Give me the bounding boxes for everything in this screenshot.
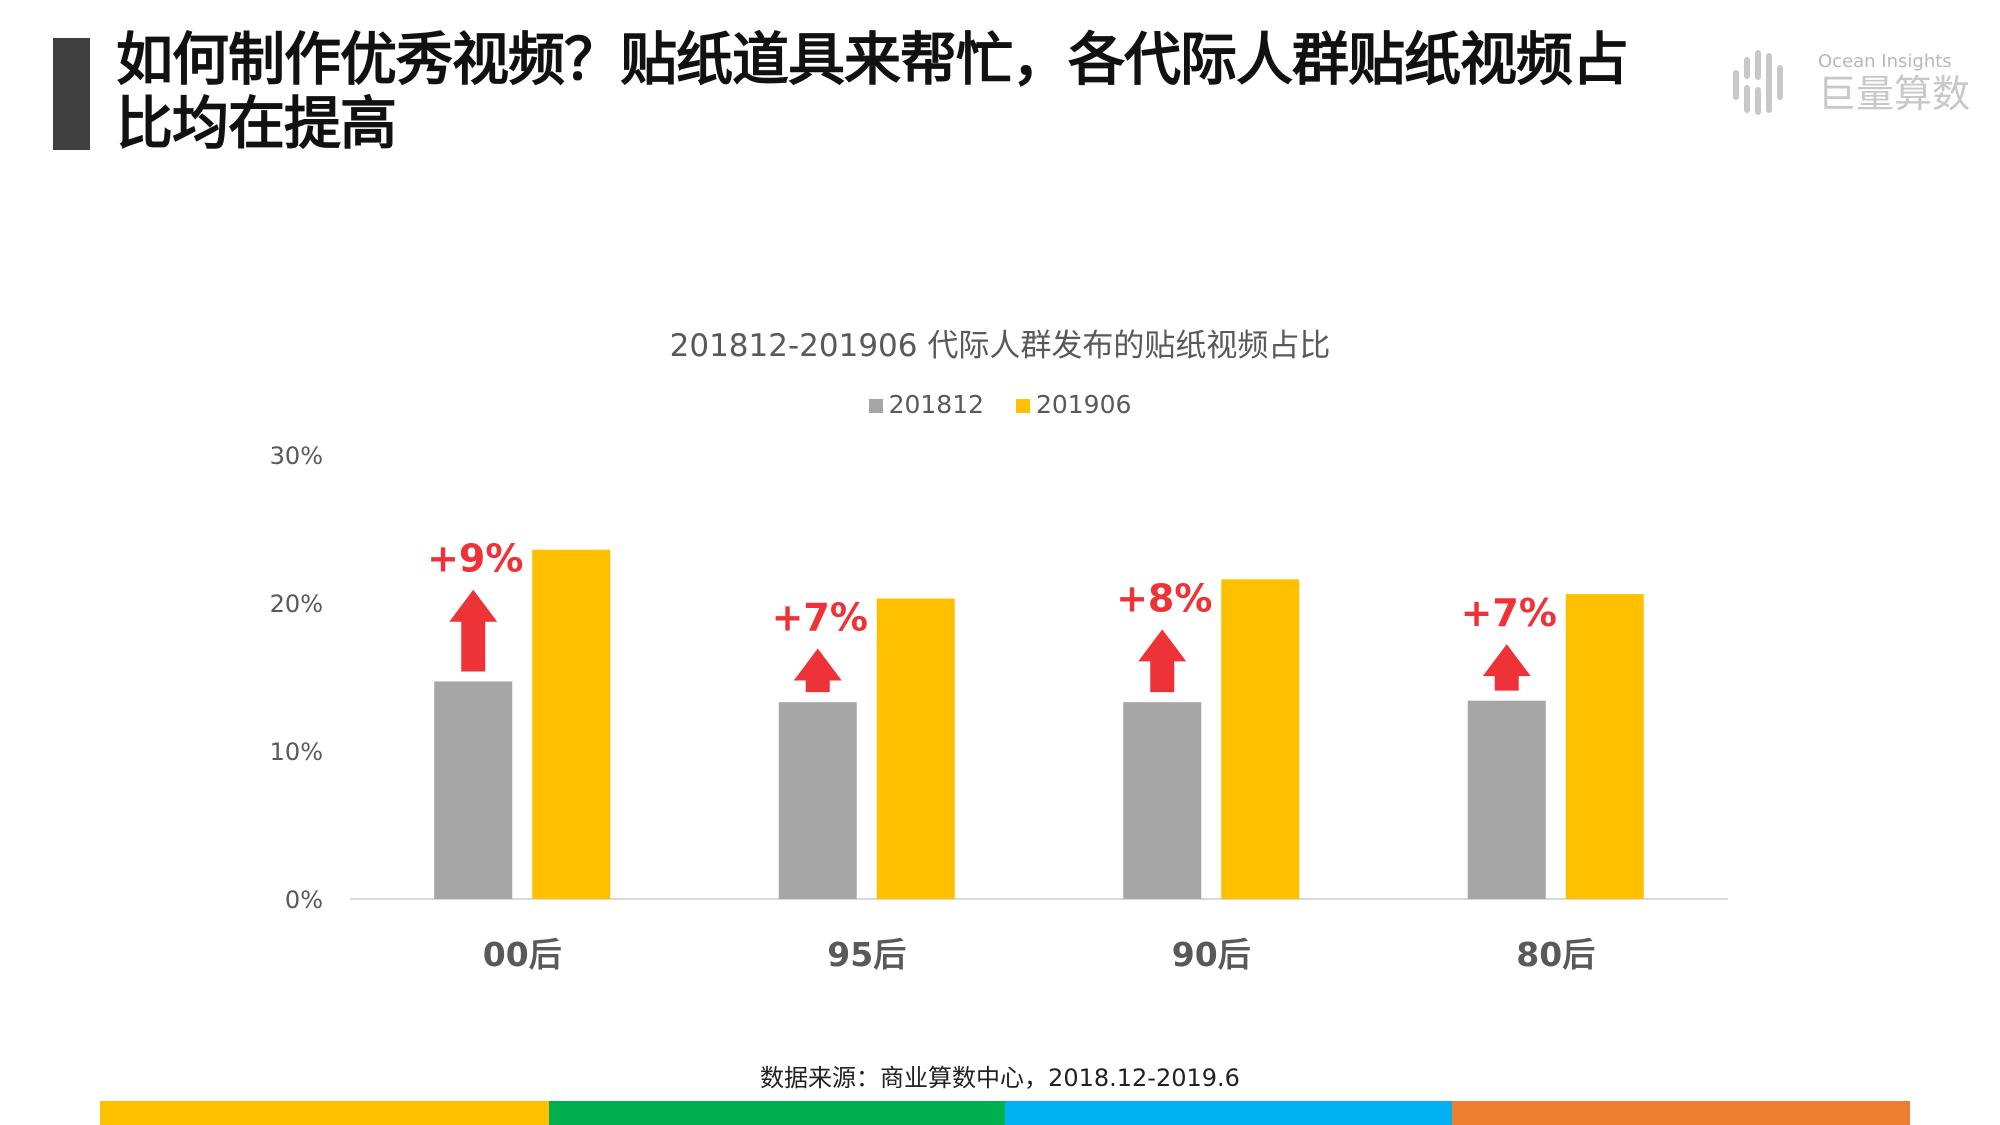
svg-text:Ocean Insights: Ocean Insights [1818,51,1952,72]
x-tick-label: 00后 [483,935,562,974]
chart-legend: 201812 201906 [0,390,2000,419]
title-accent-bar [53,38,90,150]
increase-label: +7% [1461,591,1557,635]
legend-item-201906: 201906 [1015,390,1132,419]
y-tick-label: 30% [270,442,323,470]
y-tick-label: 0% [285,886,323,914]
bar-201906 [1221,579,1300,899]
footer-color-bar [1452,1101,1910,1125]
footer-color-bar [1005,1101,1452,1125]
legend-item-201812: 201812 [868,390,985,419]
x-tick-label: 80后 [1516,935,1595,974]
increase-arrow-icon [1138,629,1187,693]
x-tick-label: 90后 [1172,935,1251,974]
legend-label: 201906 [1035,390,1132,419]
x-tick-label: 95后 [827,935,906,974]
footer-color-bar [549,1101,1005,1125]
bar-201812 [1467,700,1546,899]
bar-201906 [532,549,611,899]
y-tick-label: 10% [270,738,323,766]
y-tick-label: 20% [270,590,323,618]
logo-mark-icon [1733,50,1783,115]
chart-title: 201812-201906 代际人群发布的贴纸视频占比 [669,328,1331,364]
ocean-insights-logo: Ocean Insights 巨量算数 [1733,50,1970,116]
page-title: 如何制作优秀视频？贴纸道具来帮忙，各代际人群贴纸视频占比均在提高 [116,27,1629,157]
increase-arrow-icon [793,648,842,693]
bar-201812 [778,702,857,899]
increase-arrow-icon [1482,644,1531,691]
legend-label: 201812 [888,390,985,419]
increase-label: +8% [1116,576,1212,620]
increase-label: +9% [427,537,523,581]
svg-text:巨量算数: 巨量算数 [1818,72,1970,116]
bar-201906 [1565,594,1644,899]
bar-201812 [434,681,513,899]
bar-201812 [1123,702,1202,899]
increase-arrow-icon [449,589,498,672]
data-source: 数据来源：商业算数中心，2018.12-2019.6 [760,1064,1240,1092]
increase-label: +7% [772,596,868,640]
footer-color-bar [100,1101,549,1125]
bar-201906 [876,598,955,899]
